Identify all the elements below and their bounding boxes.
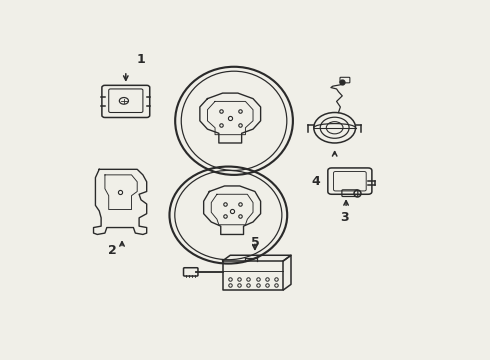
Text: 3: 3 <box>340 211 348 224</box>
Text: 2: 2 <box>108 244 117 257</box>
Text: 5: 5 <box>250 236 259 249</box>
Text: 1: 1 <box>137 53 146 66</box>
Text: 4: 4 <box>311 175 320 188</box>
